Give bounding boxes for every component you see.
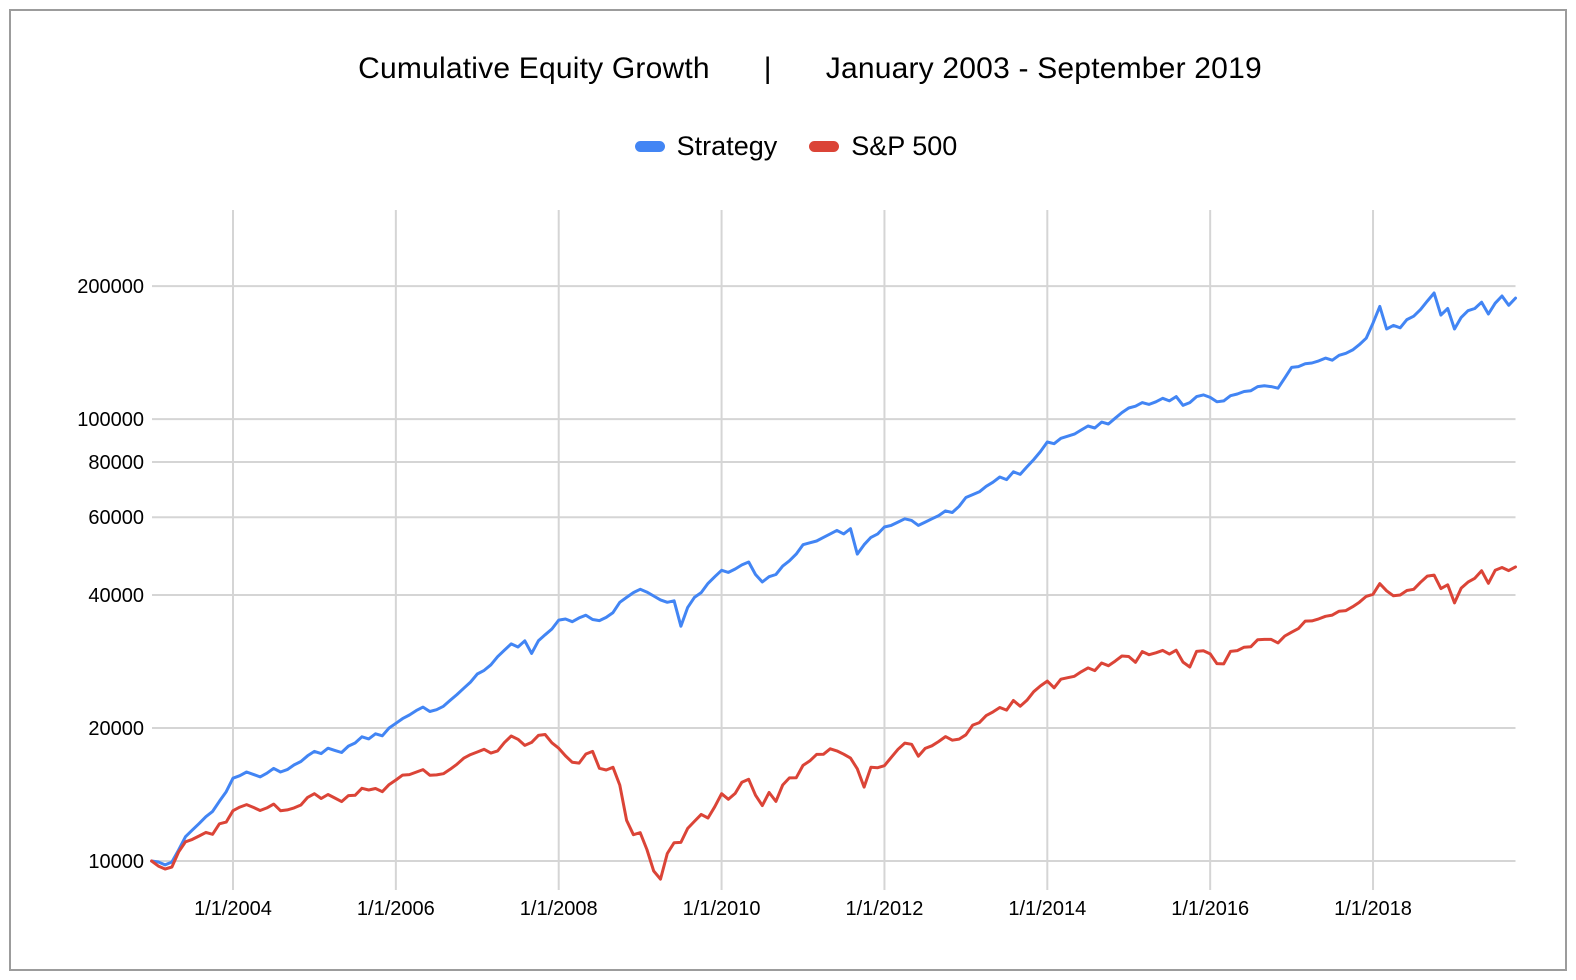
y-tick-label: 100000 (77, 409, 144, 431)
strategy-series-swatch-icon (634, 141, 665, 152)
x-axis-ticks (232, 883, 1375, 890)
x-tick-label: 1/1/2010 (683, 898, 761, 920)
x-tick-label: 1/1/2018 (1334, 898, 1412, 920)
y-tick-label: 40000 (88, 585, 144, 607)
x-tick-label: 1/1/2004 (194, 898, 272, 920)
y-tick-label: 80000 (88, 452, 144, 474)
y-tick-label: 10000 (88, 851, 144, 873)
chart-legend: Strategy S&P 500 (8, 131, 1576, 162)
legend-item-sp500: S&P 500 (809, 131, 957, 162)
x-tick-label: 1/1/2008 (520, 898, 598, 920)
y-tick-label: 20000 (88, 718, 144, 740)
x-tick-label: 1/1/2006 (357, 898, 435, 920)
page-border (9, 9, 1567, 971)
legend-label-strategy: Strategy (676, 131, 778, 161)
y-tick-label: 60000 (88, 507, 144, 529)
legend-label-sp500: S&P 500 (851, 131, 958, 161)
chart-title-right: January 2003 - September 2019 (825, 52, 1262, 85)
legend-item-strategy: Strategy (634, 131, 778, 162)
series-line-strategy (150, 291, 1517, 867)
x-tick-label: 1/1/2016 (1171, 898, 1249, 920)
x-tick-label: 1/1/2014 (1008, 898, 1086, 920)
gridlines-horizontal (152, 285, 1516, 862)
chart-title-separator: | (763, 52, 772, 85)
chart-title: Cumulative Equity Growth | January 2003 - … (22, 52, 1576, 86)
x-tick-label: 1/1/2012 (846, 898, 924, 920)
y-axis-labels: 200000 100000 80000 60000 40000 20000 10000 (77, 276, 144, 873)
series-line-s-p-500 (150, 565, 1517, 881)
gridlines-vertical (232, 210, 1375, 883)
sp500-series-swatch-icon (809, 141, 840, 152)
y-tick-label: 200000 (77, 276, 144, 298)
series-lines (150, 291, 1517, 881)
x-axis-labels: 1/1/2004 1/1/2006 1/1/2008 1/1/2010 1/1/2012… (194, 898, 1412, 920)
chart-title-left: Cumulative Equity Growth (358, 52, 710, 85)
